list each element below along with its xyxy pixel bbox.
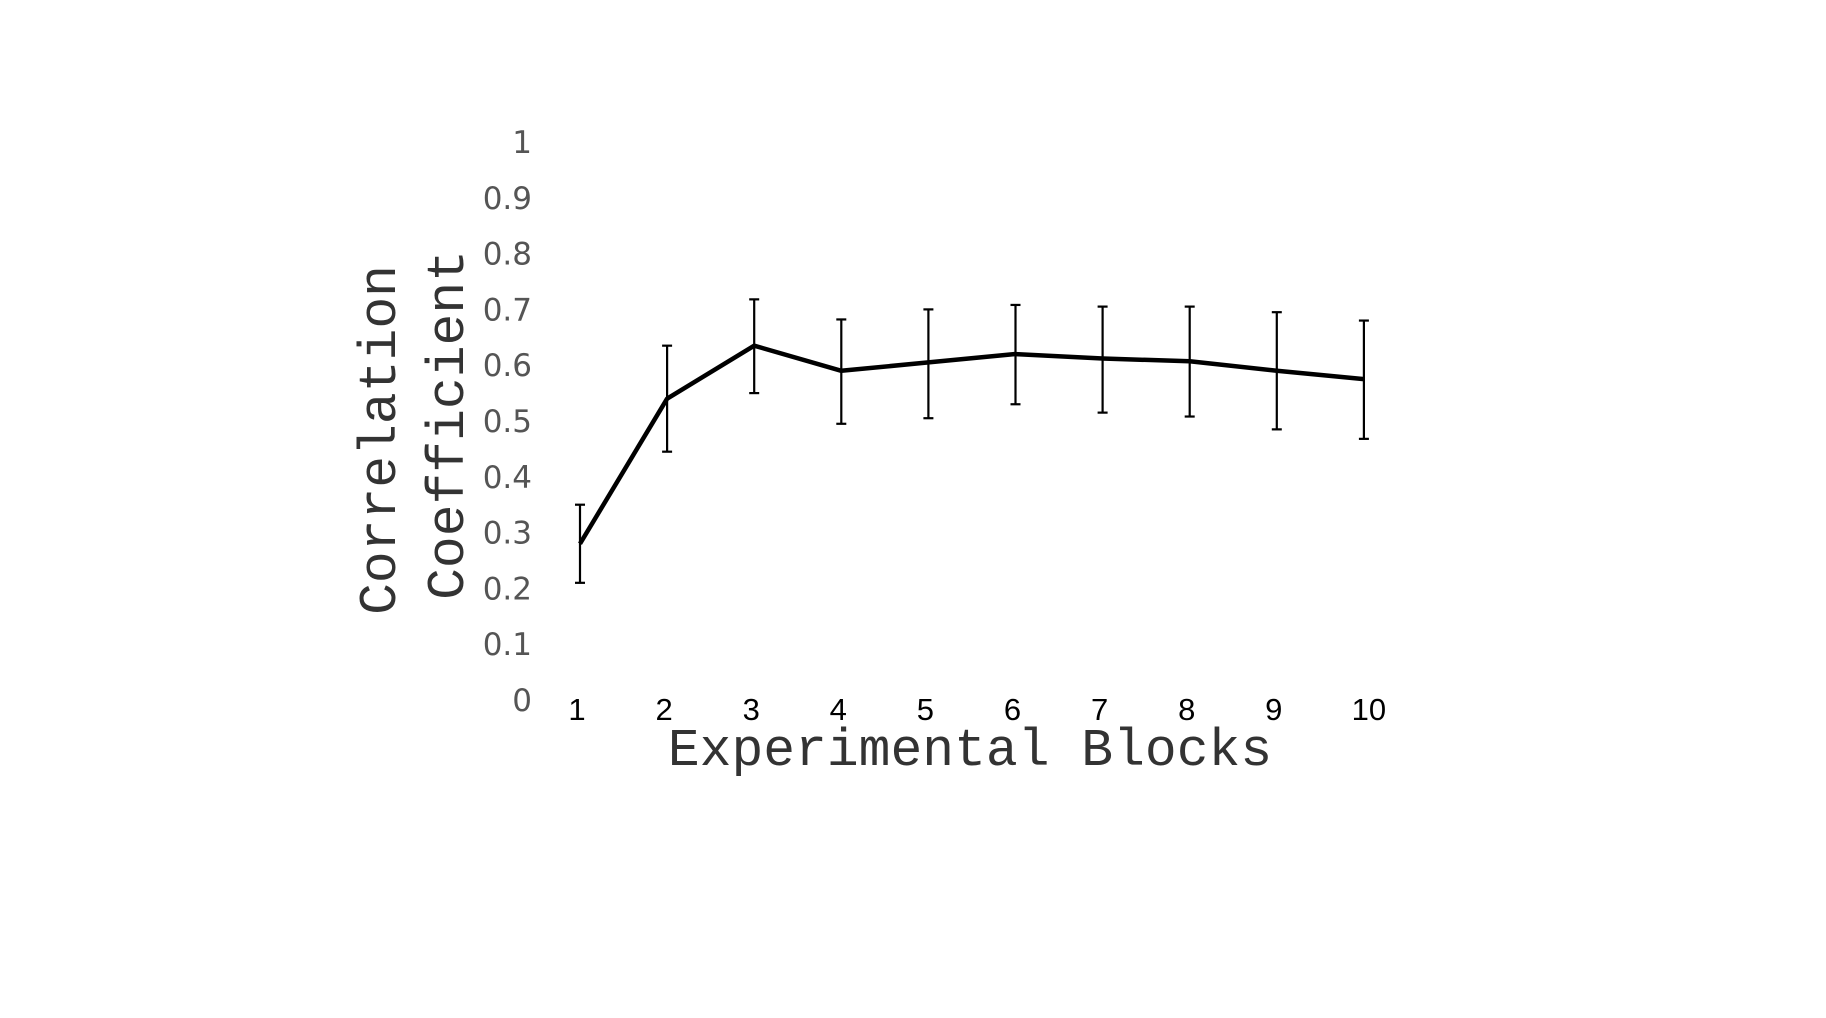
x-axis-title: Experimental Blocks bbox=[668, 721, 1272, 781]
y-tick-label: 0.9 bbox=[483, 181, 532, 217]
y-axis-title-line-2: Coefficient bbox=[419, 250, 479, 600]
y-tick-label: 0.7 bbox=[483, 292, 532, 328]
x-tick-label: 6 bbox=[1004, 692, 1021, 727]
x-tick-label: 2 bbox=[655, 692, 672, 727]
x-tick-label: 9 bbox=[1265, 692, 1282, 727]
y-axis-ticks: 0 0.1 0.2 0.3 0.4 0.5 0.6 0.7 0.8 0.9 1 bbox=[483, 125, 532, 719]
x-tick-label: 4 bbox=[830, 692, 847, 727]
y-tick-label: 1 bbox=[512, 125, 532, 161]
y-tick-label: 0.3 bbox=[483, 516, 532, 552]
y-tick-label: 0.4 bbox=[483, 460, 532, 496]
y-axis-title-line-1: Correlation bbox=[351, 265, 411, 615]
x-axis-ticks: 1 2 3 4 5 6 7 8 9 10 bbox=[568, 692, 1386, 727]
x-tick-label: 8 bbox=[1178, 692, 1195, 727]
y-tick-label: 0.2 bbox=[483, 571, 532, 607]
x-tick-label: 1 bbox=[568, 692, 585, 727]
y-tick-label: 0.8 bbox=[483, 237, 532, 273]
x-tick-label: 5 bbox=[917, 692, 934, 727]
x-tick-label: 10 bbox=[1352, 692, 1386, 727]
y-tick-label: 0.1 bbox=[483, 627, 532, 663]
y-tick-label: 0.6 bbox=[483, 348, 532, 384]
series-line bbox=[578, 343, 1365, 545]
x-tick-label: 3 bbox=[743, 692, 760, 727]
y-tick-label: 0 bbox=[512, 683, 532, 719]
y-tick-label: 0.5 bbox=[483, 404, 532, 440]
x-tick-label: 7 bbox=[1091, 692, 1108, 727]
error-bars bbox=[575, 298, 1369, 584]
